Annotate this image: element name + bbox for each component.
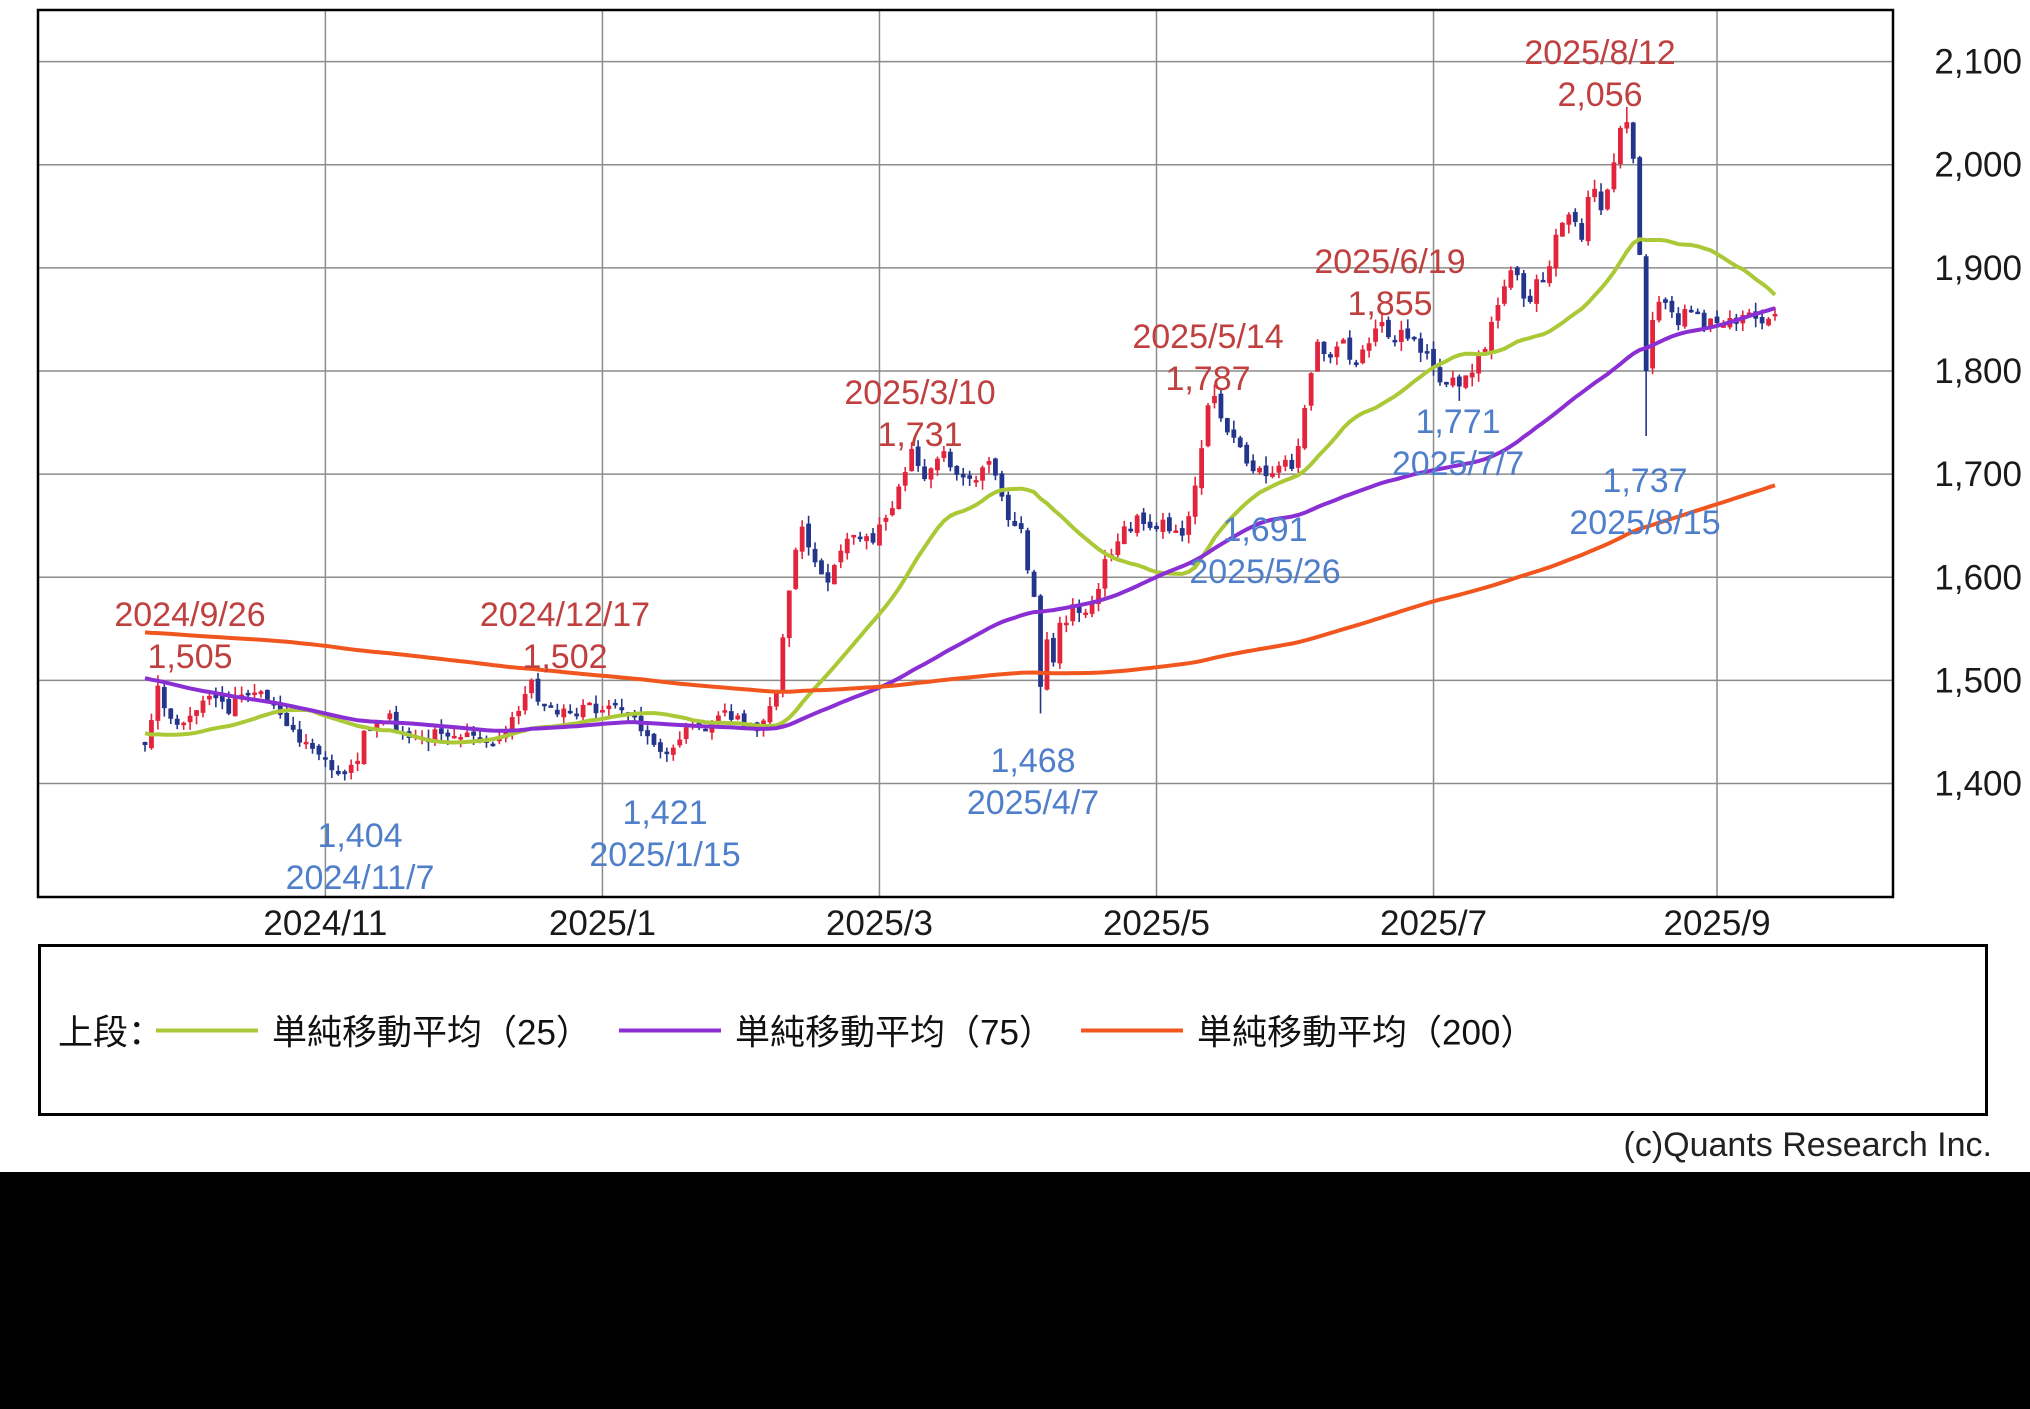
svg-text:2025/8/15: 2025/8/15 <box>1569 504 1720 542</box>
copyright-text: (c)Quants Research Inc. <box>1623 1126 1992 1164</box>
plot-border <box>36 8 1895 899</box>
legend-item-sma75: 単純移動平均（75） <box>619 1005 1054 1056</box>
annotation-2025-05-14: 2025/5/14 1,787 <box>1132 318 1283 398</box>
svg-text:1,855: 1,855 <box>1347 285 1432 323</box>
svg-text:2025/3/10: 2025/3/10 <box>844 374 995 412</box>
candlestick-series <box>142 106 1778 781</box>
legend-label-sma75: 単純移動平均（75） <box>735 1013 1054 1053</box>
svg-text:1,502: 1,502 <box>522 638 607 676</box>
sma-75-line-swatch <box>619 1028 721 1032</box>
svg-text:2025/5/14: 2025/5/14 <box>1132 318 1283 356</box>
bottom-black-bar <box>0 1172 2030 1409</box>
annotation-2025-06-19: 2025/6/19 1,855 <box>1314 243 1465 323</box>
axis-labels: 2,100 2,000 1,900 1,800 1,700 1,600 1,500 1,400… <box>263 43 2022 943</box>
svg-text:2025/5/26: 2025/5/26 <box>1189 553 1340 591</box>
y-tick-label: 1,900 <box>1934 249 2022 288</box>
legend-label-sma200: 単純移動平均（200） <box>1197 1013 1536 1053</box>
gridlines <box>38 10 1893 897</box>
price-chart: 2,100 2,000 1,900 1,800 1,700 1,600 1,500 1,400… <box>36 8 2022 943</box>
sma-200-line-swatch <box>1081 1028 1183 1032</box>
annotation-2024-11-07: 1,404 2024/11/7 <box>286 817 435 897</box>
annotation-2025-07-07: 1,771 2025/7/7 <box>1392 403 1524 483</box>
svg-text:2025/8/12: 2025/8/12 <box>1524 34 1675 72</box>
sma-200-line <box>144 483 1776 694</box>
svg-text:2024/9/26: 2024/9/26 <box>114 596 265 634</box>
svg-text:2024/11/7: 2024/11/7 <box>286 859 435 897</box>
x-tick-label: 2025/7 <box>1380 904 1487 943</box>
annotation-2025-03-10: 2025/3/10 1,731 <box>844 374 995 454</box>
svg-text:1,787: 1,787 <box>1165 360 1250 398</box>
annotation-2024-12-17: 2024/12/17 1,502 <box>480 596 650 676</box>
legend-label-sma25: 単純移動平均（25） <box>272 1013 591 1053</box>
y-tick-label: 2,000 <box>1934 146 2022 185</box>
sma-75-line <box>144 306 1776 733</box>
legend-box: 上段： 単純移動平均（25） 単純移動平均（75） 単純移動平均（200） <box>38 944 1988 1116</box>
y-tick-label: 2,100 <box>1934 43 2022 82</box>
x-tick-label: 2025/3 <box>826 904 933 943</box>
y-tick-label: 1,600 <box>1934 558 2022 597</box>
chart-panel: 2,100 2,000 1,900 1,800 1,700 1,600 1,500 1,400… <box>0 0 2030 1172</box>
svg-text:1,691: 1,691 <box>1222 511 1307 549</box>
svg-text:1,468: 1,468 <box>990 742 1075 780</box>
legend-prefix: 上段： <box>58 1013 164 1053</box>
annotation-2025-08-15: 1,737 2025/8/15 <box>1569 462 1720 542</box>
svg-text:1,737: 1,737 <box>1602 462 1687 500</box>
annotation-2025-05-26: 1,691 2025/5/26 <box>1189 511 1340 591</box>
svg-text:1,505: 1,505 <box>147 638 232 676</box>
sma-25-line <box>144 237 1777 745</box>
x-tick-label: 2025/5 <box>1103 904 1210 943</box>
svg-text:2025/4/7: 2025/4/7 <box>967 784 1099 822</box>
sma-25-line-swatch <box>156 1028 258 1032</box>
annotation-2025-08-12: 2025/8/12 2,056 <box>1524 34 1675 114</box>
x-tick-label: 2025/9 <box>1663 904 1770 943</box>
svg-text:2025/6/19: 2025/6/19 <box>1314 243 1465 281</box>
svg-text:2,056: 2,056 <box>1557 76 1642 114</box>
annotation-2025-04-07: 1,468 2025/4/7 <box>967 742 1099 822</box>
svg-text:2024/12/17: 2024/12/17 <box>480 596 650 634</box>
legend-item-sma25: 単純移動平均（25） <box>156 1005 591 1056</box>
x-tick-label: 2025/1 <box>549 904 656 943</box>
svg-text:1,421: 1,421 <box>622 794 707 832</box>
y-tick-label: 1,800 <box>1934 352 2022 391</box>
svg-text:1,404: 1,404 <box>317 817 402 855</box>
annotation-2024-09-26: 2024/9/26 1,505 <box>114 596 265 676</box>
y-tick-label: 1,500 <box>1934 661 2022 700</box>
svg-text:2025/7/7: 2025/7/7 <box>1392 445 1524 483</box>
legend-item-sma200: 単純移動平均（200） <box>1081 1005 1535 1056</box>
svg-text:2025/1/15: 2025/1/15 <box>589 836 740 874</box>
y-tick-label: 1,400 <box>1934 765 2022 804</box>
svg-text:1,731: 1,731 <box>877 416 962 454</box>
x-tick-label: 2024/11 <box>263 904 387 943</box>
annotation-2025-01-15: 1,421 2025/1/15 <box>589 794 740 874</box>
y-tick-label: 1,700 <box>1934 455 2022 494</box>
svg-text:1,771: 1,771 <box>1415 403 1500 441</box>
